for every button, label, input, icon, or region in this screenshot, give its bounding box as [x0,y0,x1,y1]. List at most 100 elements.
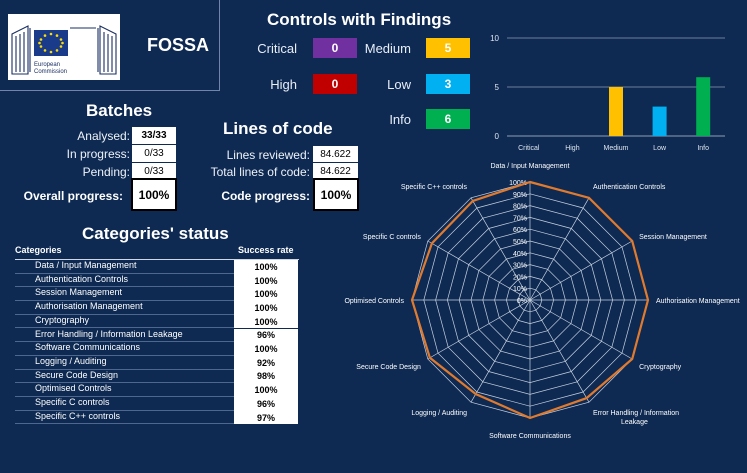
high-count-box: 0 [313,74,357,94]
radar-tick-label: 20% [513,274,527,281]
overall-progress-label: Overall progress: [23,189,123,203]
row-divider [15,272,234,274]
radar-tick-label: 100% [509,180,527,187]
row-divider [15,286,234,288]
category-success-rate: 96% [234,397,298,411]
category-success-rate: 100% [234,273,298,288]
controls-title: Controls with Findings [267,10,452,29]
category-name: Data / Input Management [35,260,137,270]
radar-tick-label: 90% [513,192,527,199]
y-tick-label: 0 [495,132,500,141]
radar-series-line [410,180,650,420]
radar-axis-label: Specific C++ controls [401,184,468,191]
high-label: High [270,77,297,92]
info-count-box: 6 [426,109,470,129]
category-name: Cryptography [35,314,90,325]
radar-tick-label: 50% [513,239,527,246]
category-name: Logging / Auditing [35,355,107,366]
table-row: Data / Input Management 100% [15,260,299,274]
category-name: Error Handling / Information Leakage [35,328,183,339]
category-success-rate: 97% [234,410,298,425]
european-commission-logo: European Commission [8,14,120,80]
radar-axis-label: Authorisation Management [656,298,740,305]
table-row: Authorisation Management 100% [15,301,299,315]
radar-axis-label: Authentication Controls [593,184,666,191]
table-row: Software Communications 100% [15,342,299,356]
lines-reviewed-value: 84.622 [313,146,358,162]
y-tick-label: 10 [490,34,499,43]
y-tick-label: 5 [495,83,500,92]
category-name: Session Management [35,287,123,298]
table-row: Optimised Controls 100% [15,383,299,397]
radar-axis-label: Data / Input Management [491,163,570,170]
x-tick-label: Low [653,145,667,152]
logo-text-european: European [34,62,60,68]
category-success-rate: 100% [234,287,298,302]
table-row: Cryptography 100% [15,314,299,329]
in-progress-label: In progress: [66,147,130,161]
table-row: Specific C++ controls 97% [15,410,299,425]
total-lines-value: 84.622 [313,163,358,179]
table-row: Error Handling / Information Leakage 96% [15,328,299,343]
radar-axis-label: Secure Code Design [356,364,421,371]
x-tick-label: Info [697,145,709,152]
low-label: Low [387,77,411,92]
row-divider [15,395,234,397]
table-row: Session Management 100% [15,287,299,302]
radar-tick-label: 10% [513,286,527,293]
category-name: Specific C controls [35,397,110,407]
row-divider [15,409,234,411]
table-row: Logging / Auditing 92% [15,355,299,370]
radar-axis-label: Error Handling / Information Leakage [593,410,679,426]
category-success-rate: 100% [234,383,298,397]
radar-axis-label: Optimised Controls [344,298,404,305]
info-label: Info [389,112,411,127]
radar-tick-label: 30% [513,263,527,270]
in-progress-value: 0/33 [132,145,176,162]
category-name: Optimised Controls [35,383,112,394]
total-lines-label: Total lines of code: [210,165,310,179]
categories-status-title: Categories' status [82,224,229,243]
category-success-rate: 98% [234,369,298,384]
category-name: Specific C++ controls [35,410,121,421]
x-tick-label: Medium [604,145,629,152]
code-progress-label: Code progress: [221,189,310,203]
table-row: Secure Code Design 98% [15,369,299,384]
radar-spoke [529,197,590,301]
app-title: FOSSA [147,35,210,55]
medium-count-box: 5 [426,38,470,58]
row-divider [15,313,234,315]
radar-axis-label: Cryptography [639,364,682,371]
radar-spoke [470,197,531,301]
critical-count-box: 0 [313,38,357,58]
batches-title: Batches [86,101,153,120]
bar-medium [609,87,623,136]
category-name: Authentication Controls [35,273,129,284]
lines-of-code-title: Lines of code [223,119,333,138]
radar-axis-label: Logging / Auditing [411,410,467,417]
pending-value: 0/33 [132,163,176,180]
radar-tick-label: 60% [513,227,527,234]
category-name: Authorisation Management [35,301,143,312]
overall-progress-value: 100% [131,178,177,211]
row-divider [15,368,234,370]
category-success-rate: 92% [234,355,298,370]
category-success-rate: 100% [234,301,298,315]
radar-spoke [427,299,531,360]
category-success-rate: 100% [234,314,298,329]
radar-spoke [427,240,531,301]
x-tick-label: High [565,145,580,152]
row-divider [15,423,234,425]
row-divider [15,382,234,384]
pending-label: Pending: [82,165,130,179]
findings-bar-chart: 0 5 10 Critical High Medium Low Info [490,34,725,152]
radar-spoke [529,299,590,403]
row-divider [15,300,234,302]
bar-low [652,106,667,136]
category-success-rate: 96% [234,328,298,343]
table-row: Specific C controls 96% [15,397,299,411]
row-divider [15,341,234,343]
radar-axis-label: Specific C controls [363,234,421,241]
row-divider [15,327,234,329]
ec-building-emblem: European Commission [11,25,117,75]
